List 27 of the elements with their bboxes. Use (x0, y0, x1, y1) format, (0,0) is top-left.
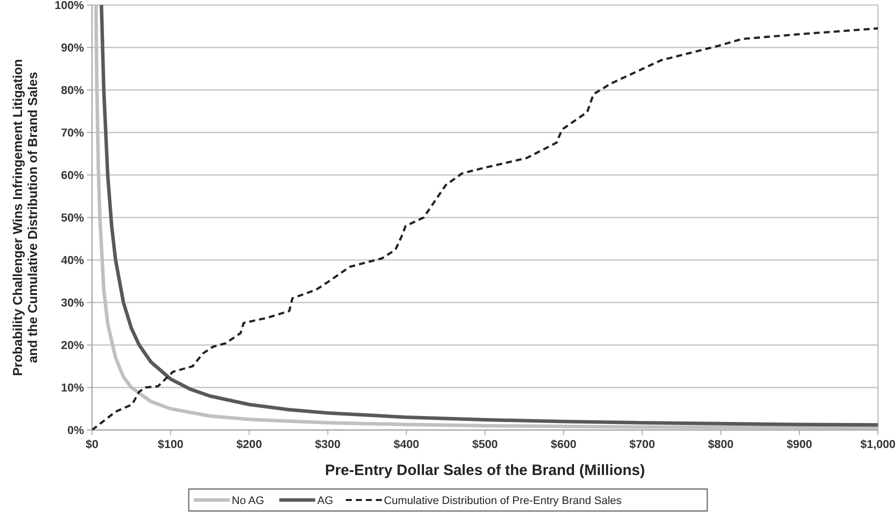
x-tick-label: $0 (86, 439, 98, 451)
y-tick-label: 40% (60, 255, 84, 267)
y-tick-label: 80% (60, 85, 84, 97)
y-tick-label: 100% (54, 0, 84, 12)
x-tick-label: $100 (158, 439, 184, 451)
x-tick-label: $200 (236, 439, 262, 451)
x-tick-label: $900 (786, 439, 812, 451)
y-axis-title: Probability Challenger Wins Infringement Litigation and the Cumulative Distribution of Brand Sales (10, 58, 40, 376)
y-tick-label: 90% (60, 42, 84, 54)
y-tick-label: 10% (60, 382, 84, 394)
legend-label: Cumulative Distribution of Pre-Entry Brand Sales (384, 495, 622, 507)
x-tick-label: $300 (315, 439, 341, 451)
x-tick-label: $800 (708, 439, 734, 451)
legend-label: AG (317, 495, 334, 507)
y-tick-label: 0% (67, 425, 84, 437)
x-tick-label: $500 (472, 439, 498, 451)
x-tick-label: $400 (394, 439, 420, 451)
x-tick-label: $600 (550, 439, 576, 451)
y-tick-label: 20% (60, 340, 84, 352)
y-tick-label: 30% (60, 298, 84, 310)
x-axis-title: Pre-Entry Dollar Sales of the Brand (Millions) (324, 462, 646, 479)
y-tick-label: 70% (60, 128, 84, 140)
legend-label: No AG (232, 495, 264, 507)
y-tick-label: 50% (60, 212, 84, 224)
x-tick-label: $700 (629, 439, 655, 451)
x-tick-label: $1,000 (860, 439, 896, 451)
y-tick-label: 60% (60, 170, 84, 182)
